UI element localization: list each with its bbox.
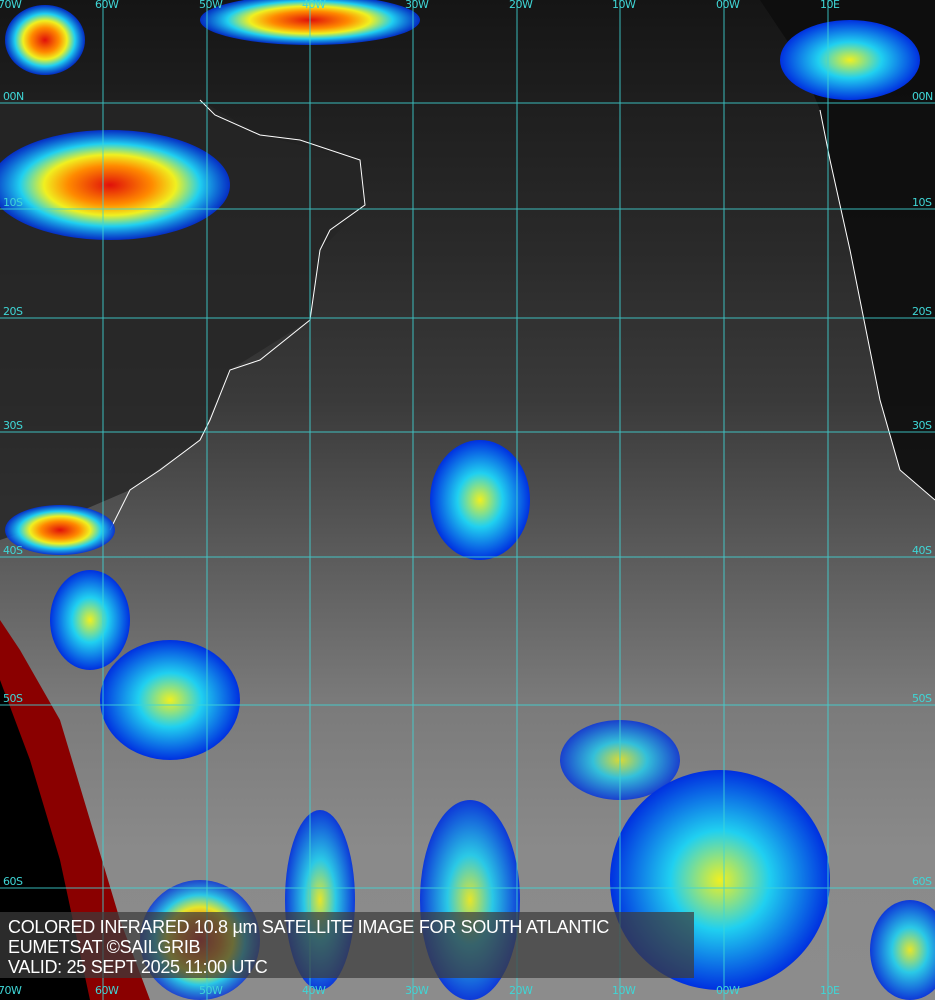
latitude-label: 00N — [3, 90, 24, 103]
latitude-label: 30S — [3, 419, 23, 432]
longitude-label: 10E — [820, 984, 840, 997]
latitude-label: 60S — [3, 875, 23, 888]
longitude-label: 40W — [302, 984, 326, 997]
africa-land — [760, 0, 935, 500]
latitude-label: 20S — [3, 305, 23, 318]
storm-cluster — [100, 640, 240, 760]
africa-coastline — [819, 109, 935, 501]
storm-cluster — [870, 900, 935, 1000]
storm-cluster — [5, 5, 85, 75]
latitude-label: 40S — [3, 544, 23, 557]
longitude-label: 00W — [716, 984, 740, 997]
storm-cluster — [430, 440, 530, 560]
storm-cluster — [50, 570, 130, 670]
longitude-label: 50W — [199, 984, 223, 997]
longitude-label: 10E — [820, 0, 840, 11]
longitude-label: 20W — [509, 0, 533, 11]
longitude-label: 10W — [612, 984, 636, 997]
storm-cluster — [5, 505, 115, 555]
caption-source: EUMETSAT ©SAILGRIB — [8, 937, 201, 957]
longitude-label: 30W — [405, 984, 429, 997]
latitude-label: 50S — [912, 692, 932, 705]
longitude-label: 60W — [95, 984, 119, 997]
longitude-label: 10W — [612, 0, 636, 11]
storm-cluster — [0, 130, 230, 240]
latitude-label: 00N — [912, 90, 933, 103]
caption-valid-time: VALID: 25 SEPT 2025 11:00 UTC — [8, 957, 268, 977]
longitude-label: 50W — [199, 0, 223, 11]
longitude-label: 70W — [0, 984, 22, 997]
longitude-label: 60W — [95, 0, 119, 11]
longitude-label: 70W — [0, 0, 22, 11]
latitude-label: 60S — [912, 875, 932, 888]
latitude-label: 30S — [912, 419, 932, 432]
longitude-label: 00W — [716, 0, 740, 11]
latitude-label: 20S — [912, 305, 932, 318]
latitude-label: 10S — [3, 196, 23, 209]
latitude-label: 40S — [912, 544, 932, 557]
longitude-label: 20W — [509, 984, 533, 997]
longitude-label: 30W — [405, 0, 429, 11]
storm-cluster — [780, 20, 920, 100]
latitude-label: 10S — [912, 196, 932, 209]
longitude-label: 40W — [302, 0, 326, 11]
south-america-coastline — [109, 99, 366, 531]
caption-box: COLORED INFRARED 10.8 µm SATELLITE IMAGE… — [0, 912, 694, 978]
latitude-label: 50S — [3, 692, 23, 705]
caption-title: COLORED INFRARED 10.8 µm SATELLITE IMAGE… — [8, 917, 610, 937]
